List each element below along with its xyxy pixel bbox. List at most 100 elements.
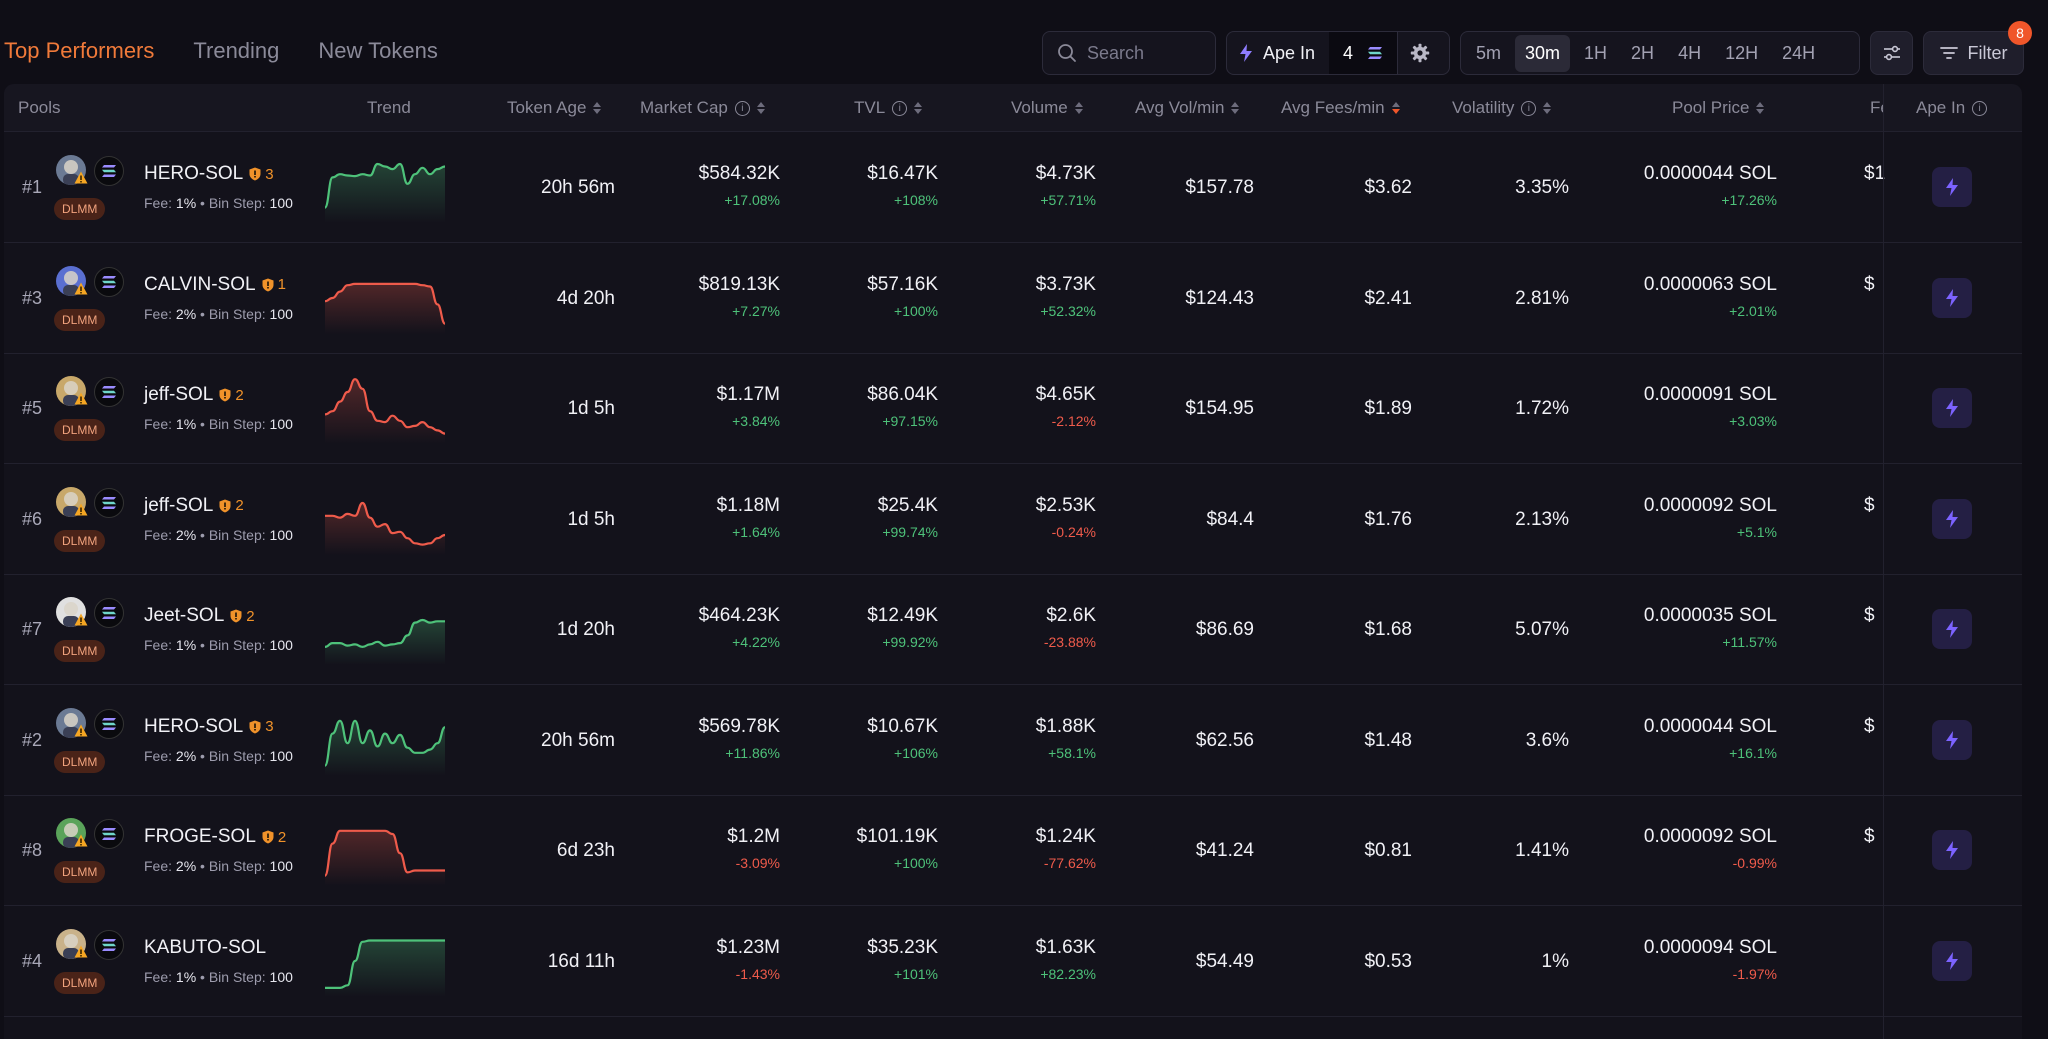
pool-rank: #2 [22,729,43,750]
tab-trending[interactable]: Trending [193,38,280,63]
column-header-pool-price[interactable]: Pool Price [1672,84,1765,132]
bin-step-label: Bin Step: [208,637,270,653]
ape-in-row-button[interactable] [1932,388,1972,428]
fee-value: 1% [175,637,197,653]
timeframe-1h[interactable]: 1H [1584,42,1608,63]
column-header-token-age-label: Token Age [507,98,587,117]
column-header-tvl[interactable]: TVL i [854,84,923,132]
tab-top-performers[interactable]: Top Performers [4,38,155,63]
search-icon [1058,44,1076,62]
ape-in-row-button[interactable] [1932,940,1972,981]
info-icon[interactable]: i [1521,100,1537,116]
pool-price-change: +17.26% [1721,192,1777,208]
shield-badge: 2 [230,608,255,625]
table-row[interactable]: #6 DLMM [4,465,2022,575]
column-header-fees[interactable]: Fe [1870,84,1883,132]
column-header-token-age[interactable]: Token Age [507,84,602,132]
timeframe-2h[interactable]: 2H [1631,42,1655,63]
ape-in-row-button[interactable] [1932,609,1972,649]
pool-name[interactable]: jeff-SOL 2 [144,384,244,406]
separator-dot: • [200,416,209,432]
shield-count: 3 [265,718,274,735]
ape-in-row-button[interactable] [1932,167,1972,207]
dlmm-badge: DLMM [54,529,106,552]
token-age: 1d 5h [567,398,615,419]
timeframe-24h[interactable]: 24H [1782,42,1816,63]
tvl-change: +101% [894,965,938,982]
volume-value: $3.73K [1035,273,1096,295]
table-row[interactable]: #8 DLMM [4,796,2022,906]
lightning-icon [1946,509,1958,528]
trend-sparkline [324,618,445,665]
pool-price-value: 0.0000092 SOL [1643,826,1777,847]
ape-in-button[interactable]: Ape In [1227,32,1329,74]
column-settings-button[interactable] [1870,31,1913,75]
sparkline-area [325,502,445,555]
market-cap-value: $584.32K [698,163,780,184]
sparkline-line [323,829,445,877]
pool-name[interactable]: CALVIN-SOL 1 [144,274,286,296]
tab-new-tokens[interactable]: New Tokens [318,38,438,63]
tvl-change: +99.74% [882,523,938,540]
column-divider [1883,84,1884,1039]
pool-fee-info: Fee: 1% • Bin Step: 100 [144,195,293,211]
pool-fee-info: Fee: 2% • Bin Step: 100 [144,306,293,322]
token-age: 1d 5h [567,508,615,530]
table-row[interactable]: #4 DLMM [4,907,2022,1017]
info-icon[interactable]: i [734,100,750,116]
pool-name[interactable]: Jeet-SOL 2 [144,605,255,627]
volume-value: $1.63K [1035,936,1096,958]
filter-count-badge: 8 [2008,21,2032,45]
avg-fees-value: $3.62 [1364,177,1412,198]
dlmm-badge: DLMM [54,308,106,331]
ape-in-row-button[interactable] [1932,277,1972,318]
ape-in-amount[interactable]: 4 [1329,32,1398,74]
timeframe-30m[interactable]: 30m [1515,34,1571,72]
search-box[interactable] [1042,31,1216,75]
timeframe-4h[interactable]: 4H [1678,42,1702,63]
filter-button[interactable]: Filter [1923,31,2024,75]
sparkline-area [325,379,445,444]
token-pair-avatars [56,265,126,300]
column-header-avg-fees[interactable]: Avg Fees/min [1281,84,1400,132]
timeframe-12h[interactable]: 12H [1725,42,1759,63]
tvl-change: +106% [894,744,938,761]
ape-in-row-button[interactable] [1932,498,1972,539]
pool-name[interactable]: KABUTO-SOL [144,937,266,959]
table-row[interactable]: #5 DLMM [4,354,2022,464]
volume-value: $4.73K [1035,163,1096,184]
column-header-market-cap[interactable]: Market Cap i [640,84,765,132]
column-header-volatility[interactable]: Volatility i [1452,84,1552,132]
pool-rank: #8 [22,840,43,860]
tvl-change: +99.92% [882,634,938,650]
avg-vol-value: $41.24 [1195,840,1254,861]
column-header-volume[interactable]: Volume [1011,84,1083,132]
token-pair-avatars [56,486,126,521]
pool-name[interactable]: FROGE-SOL 2 [144,826,286,848]
table-row[interactable]: #3 DLMM [4,244,2022,354]
pool-name[interactable]: jeff-SOL 2 [144,495,244,517]
tabs: Top Performers Trending New Tokens [4,38,438,64]
ape-in-group: Ape In 4 [1226,31,1450,75]
search-input[interactable] [1087,42,1197,64]
info-icon[interactable]: i [892,100,908,116]
fee-label: Fee: [144,305,176,322]
pool-price-value: 0.0000094 SOL [1643,936,1777,958]
table-row[interactable]: #1 DLMM [4,133,2022,243]
ape-in-row-button[interactable] [1932,830,1972,870]
pool-name[interactable]: HERO-SOL 3 [144,716,274,738]
fee-label: Fee: [144,858,176,874]
info-icon[interactable]: i [1972,100,1988,116]
pool-fee-info: Fee: 1% • Bin Step: 100 [144,637,293,653]
column-header-volume-label: Volume [1011,98,1068,117]
column-header-avg-vol[interactable]: Avg Vol/min [1135,84,1240,132]
ape-in-settings-button[interactable] [1397,32,1441,74]
table-row[interactable]: #2 DLMM [4,686,2022,796]
sparkline-line [324,618,445,649]
table-row[interactable]: #7 DLMM [4,575,2022,685]
ape-in-row-button[interactable] [1932,719,1972,760]
pool-name[interactable]: HERO-SOL 3 [144,163,274,185]
timeframe-5m[interactable]: 5m [1476,42,1502,63]
sparkline-area [325,830,445,886]
sparkline-area [325,283,445,334]
